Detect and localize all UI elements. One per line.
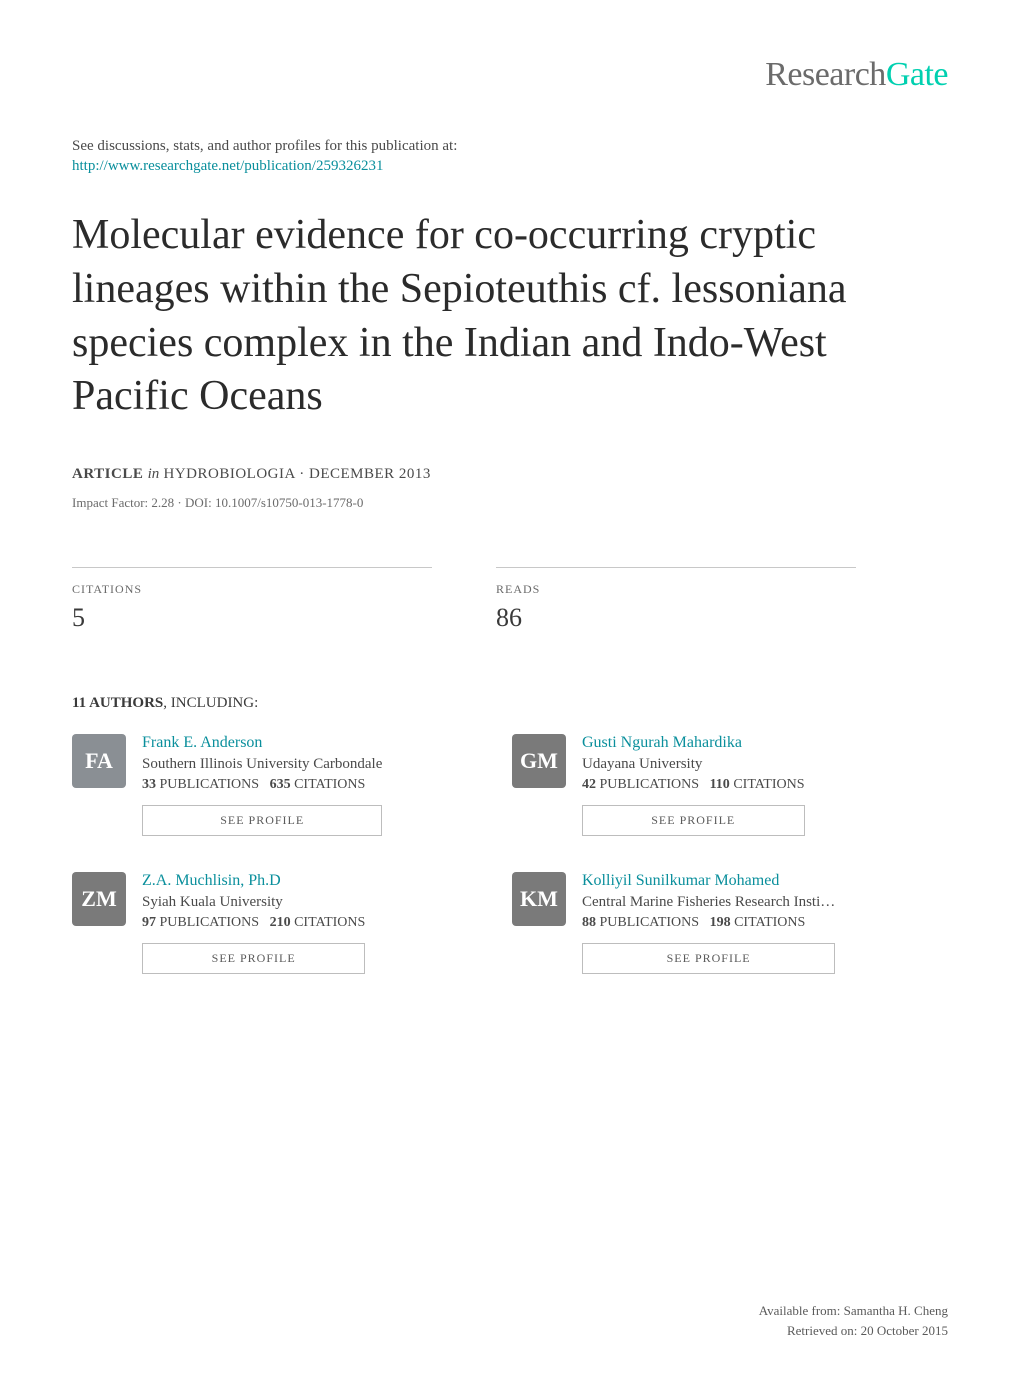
see-profile-button[interactable]: SEE PROFILE — [142, 805, 382, 836]
cits-label: CITATIONS — [733, 777, 804, 792]
pubs-count: 42 — [582, 777, 596, 792]
author-info: Kolliyil Sunilkumar Mohamed Central Mari… — [582, 872, 835, 974]
reads-value: 86 — [496, 603, 856, 633]
author-info: Frank E. Anderson Southern Illinois Univ… — [142, 734, 382, 836]
footer-available-from: Available from: Samantha H. Cheng — [759, 1301, 948, 1321]
avatar[interactable]: ZM — [72, 872, 126, 926]
pubs-label: PUBLICATIONS — [600, 915, 700, 930]
cits-label: CITATIONS — [294, 915, 365, 930]
pubs-count: 88 — [582, 915, 596, 930]
cits-label: CITATIONS — [734, 915, 805, 930]
pubs-label: PUBLICATIONS — [600, 777, 700, 792]
avatar[interactable]: GM — [512, 734, 566, 788]
author-card: FA Frank E. Anderson Southern Illinois U… — [72, 734, 472, 836]
author-affiliation: Udayana University — [582, 756, 805, 773]
stats-row: CITATIONS 5 READS 86 — [72, 567, 948, 633]
reads-block: READS 86 — [496, 567, 856, 633]
pubs-count: 33 — [142, 777, 156, 792]
citations-block: CITATIONS 5 — [72, 567, 432, 633]
see-profile-button[interactable]: SEE PROFILE — [582, 805, 805, 836]
author-card: GM Gusti Ngurah Mahardika Udayana Univer… — [512, 734, 912, 836]
author-name-link[interactable]: Kolliyil Sunilkumar Mohamed — [582, 872, 835, 890]
authors-suffix: , INCLUDING: — [163, 695, 258, 711]
logo-row: ResearchGate — [72, 56, 948, 94]
intro-text: See discussions, stats, and author profi… — [72, 138, 948, 155]
authors-grid: FA Frank E. Anderson Southern Illinois U… — [72, 734, 948, 974]
pubs-count: 97 — [142, 915, 156, 930]
authors-count: 11 AUTHORS — [72, 695, 163, 711]
author-name-link[interactable]: Z.A. Muchlisin, Ph.D — [142, 872, 365, 890]
author-stats: 33 PUBLICATIONS 635 CITATIONS — [142, 777, 382, 793]
author-affiliation: Central Marine Fisheries Research Insti… — [582, 894, 835, 911]
citations-value: 5 — [72, 603, 432, 633]
article-date: DECEMBER 2013 — [309, 466, 431, 482]
author-affiliation: Syiah Kuala University — [142, 894, 365, 911]
journal-name: HYDROBIOLOGIA — [164, 466, 296, 482]
author-card: KM Kolliyil Sunilkumar Mohamed Central M… — [512, 872, 912, 974]
footer: Available from: Samantha H. Cheng Retrie… — [759, 1301, 948, 1340]
footer-retrieved-on: Retrieved on: 20 October 2015 — [759, 1321, 948, 1341]
author-info: Gusti Ngurah Mahardika Udayana Universit… — [582, 734, 805, 836]
publication-link[interactable]: http://www.researchgate.net/publication/… — [72, 158, 383, 175]
logo-part2: Gate — [886, 56, 948, 93]
in-word: in — [148, 466, 160, 482]
pubs-label: PUBLICATIONS — [160, 777, 260, 792]
cits-count: 635 — [270, 777, 291, 792]
author-name-link[interactable]: Gusti Ngurah Mahardika — [582, 734, 805, 752]
avatar[interactable]: FA — [72, 734, 126, 788]
page-title: Molecular evidence for co-occurring cryp… — [72, 209, 948, 424]
reads-label: READS — [496, 582, 856, 597]
authors-heading: 11 AUTHORS, INCLUDING: — [72, 695, 948, 712]
author-stats: 88 PUBLICATIONS 198 CITATIONS — [582, 915, 835, 931]
citations-label: CITATIONS — [72, 582, 432, 597]
impact-doi: Impact Factor: 2.28 · DOI: 10.1007/s1075… — [72, 495, 948, 511]
author-affiliation: Southern Illinois University Carbondale — [142, 756, 382, 773]
cits-count: 198 — [710, 915, 731, 930]
see-profile-button[interactable]: SEE PROFILE — [582, 943, 835, 974]
researchgate-logo[interactable]: ResearchGate — [765, 56, 948, 93]
cits-count: 110 — [710, 777, 730, 792]
author-stats: 97 PUBLICATIONS 210 CITATIONS — [142, 915, 365, 931]
cits-label: CITATIONS — [294, 777, 365, 792]
author-name-link[interactable]: Frank E. Anderson — [142, 734, 382, 752]
pubs-label: PUBLICATIONS — [160, 915, 260, 930]
article-type: ARTICLE — [72, 466, 143, 482]
logo-part1: Research — [765, 56, 886, 93]
article-meta: ARTICLE in HYDROBIOLOGIA · DECEMBER 2013 — [72, 466, 948, 483]
see-profile-button[interactable]: SEE PROFILE — [142, 943, 365, 974]
author-card: ZM Z.A. Muchlisin, Ph.D Syiah Kuala Univ… — [72, 872, 472, 974]
avatar[interactable]: KM — [512, 872, 566, 926]
cits-count: 210 — [270, 915, 291, 930]
author-info: Z.A. Muchlisin, Ph.D Syiah Kuala Univers… — [142, 872, 365, 974]
author-stats: 42 PUBLICATIONS 110 CITATIONS — [582, 777, 805, 793]
